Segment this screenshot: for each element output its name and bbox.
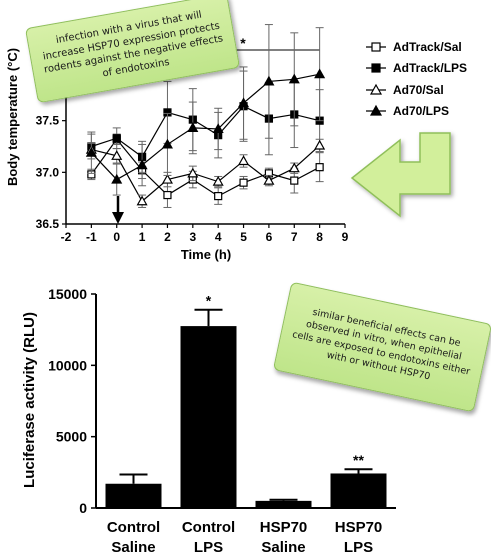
data-point [112, 134, 121, 143]
legend-item-adtrack-sal: AdTrack/Sal [366, 40, 462, 54]
data-point [263, 174, 275, 185]
series-line [90, 73, 320, 181]
y-tick-label: 37.0 [36, 165, 60, 179]
category-label-line1: Control [182, 519, 235, 536]
data-point [288, 73, 300, 84]
y-tick-label: 5000 [56, 429, 87, 445]
category-label-line2: LPS [194, 539, 223, 556]
series-line [91, 105, 320, 158]
data-point [212, 175, 224, 186]
category-label-line2: Saline [111, 539, 155, 556]
data-point [111, 150, 123, 160]
bar [105, 483, 162, 508]
top-x-ticks: -2 -1 0 1 2 3 4 5 6 7 8 9 [61, 224, 349, 244]
bar [180, 326, 237, 508]
bottom-y-axis-label: Luciferase activity (RLU) [21, 312, 38, 488]
legend-item-ad70-lps: Ad70/LPS [366, 104, 449, 118]
data-point [290, 176, 299, 185]
data-point [314, 139, 326, 150]
x-tick-label: 5 [240, 230, 247, 244]
data-point [314, 68, 326, 79]
significance-label: * [206, 293, 212, 309]
legend-label: AdTrack/Sal [393, 40, 462, 54]
significance-star: * [240, 35, 246, 51]
temperature-line-chart: Body temperature (°C) Time (h) * -2 -1 0 1 2… [5, 24, 467, 262]
data-point [136, 159, 148, 170]
legend-label: Ad70/Sal [393, 83, 444, 97]
x-tick-label: -2 [61, 230, 72, 244]
x-tick-label: 6 [266, 230, 273, 244]
y-tick-label: 10000 [48, 357, 87, 373]
series-line [91, 145, 321, 203]
annotation-note-bottom-text: similar beneficial effects can be observ… [291, 306, 472, 383]
y-tick-label: 37.5 [36, 114, 60, 128]
x-tick-label: 3 [189, 230, 196, 244]
category-label-line1: HSP70 [335, 519, 383, 536]
top-y-ticks: 36.537.037.53 [36, 62, 66, 231]
category-label-line1: Control [107, 519, 160, 536]
data-point [187, 167, 199, 178]
x-tick-label: 2 [164, 230, 171, 244]
x-tick-label: 1 [139, 230, 146, 244]
series-ad70-sal [85, 138, 326, 208]
data-point [161, 173, 173, 184]
data-point [161, 138, 173, 149]
data-point [263, 75, 275, 86]
data-point [315, 163, 324, 172]
significance-label: ** [353, 452, 364, 468]
data-point [85, 146, 97, 157]
callout-arrow [350, 132, 451, 218]
data-point [163, 190, 172, 200]
legend-label: Ad70/LPS [393, 104, 449, 118]
x-tick-label: 7 [291, 230, 298, 244]
x-tick-label: 4 [215, 230, 222, 244]
legend-item-ad70-sal: Ad70/Sal [366, 83, 444, 97]
y-tick-label: 15000 [48, 286, 87, 302]
data-point [136, 195, 148, 206]
series-ad70-lps [85, 24, 326, 196]
category-label-line1: HSP70 [260, 519, 308, 536]
series-line [90, 138, 320, 197]
y-tick-label: 36.5 [36, 217, 60, 231]
data-point [288, 162, 300, 173]
data-point [212, 123, 224, 134]
x-tick-label: 9 [342, 230, 349, 244]
top-x-axis-label: Time (h) [181, 247, 231, 262]
data-point [239, 178, 248, 187]
bottom-bars: *** [105, 293, 387, 508]
legend-label: AdTrack/LPS [393, 61, 467, 75]
data-point [111, 173, 123, 184]
data-point [238, 97, 250, 108]
bar [330, 473, 387, 508]
top-series [85, 24, 326, 208]
x-tick-label: 8 [316, 230, 323, 244]
y-tick-label: 0 [79, 500, 87, 516]
bottom-y-ticks: 0 5000 10000 15000 [48, 286, 96, 516]
data-point [238, 155, 250, 166]
top-y-axis-label: Body temperature (°C) [5, 48, 20, 186]
data-point [187, 122, 199, 132]
luciferase-bar-chart: Luciferase activity (RLU) 0 5000 10000 1500… [21, 286, 396, 556]
category-label-line2: LPS [344, 539, 373, 556]
bottom-category-labels: Control Saline Control LPS HSP70 Saline HSP70 L… [107, 519, 382, 556]
legend-item-adtrack-lps: AdTrack/LPS [366, 61, 467, 75]
data-point [214, 192, 223, 201]
x-tick-label: -1 [86, 230, 97, 244]
x-tick-label: 0 [113, 230, 120, 244]
injection-arrow [112, 196, 124, 224]
bar [255, 500, 312, 508]
category-label-line2: Saline [261, 539, 305, 556]
legend: AdTrack/Sal AdTrack/LPS Ad70/Sal Ad70/LP… [366, 40, 467, 118]
